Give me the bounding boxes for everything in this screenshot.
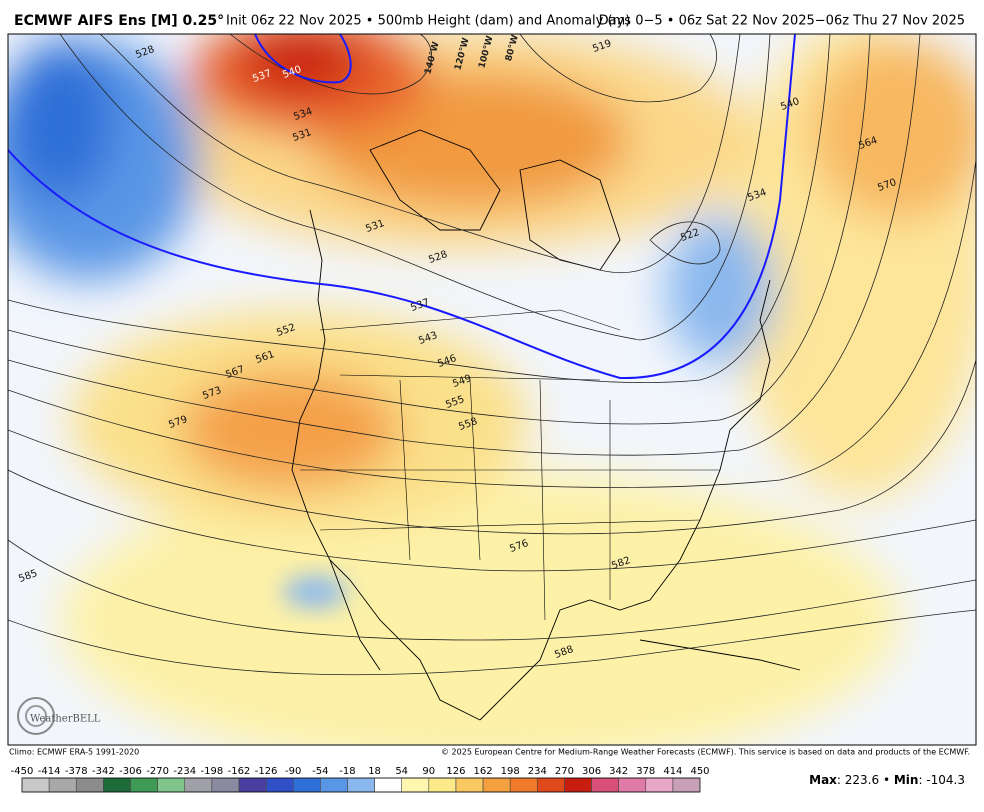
colorbar-segment [211, 777, 240, 793]
colorbar: -450 -414 -378 -342 -306 -270 -234 -198 -162 -126… [11, 766, 710, 793]
colorbar-segment [645, 777, 674, 793]
coastlines [291, 129, 801, 721]
colorbar-tick-label: -450 [11, 766, 34, 777]
model-title: ECMWF AIFS Ens [M] 0.25° [14, 13, 224, 29]
colorbar-segment [509, 777, 538, 793]
colorbar-tick-label: -270 [146, 766, 169, 777]
colorbar-tick-label: -54 [312, 766, 328, 777]
colorbar-tick-label: -306 [119, 766, 142, 777]
contour-540-low [254, 34, 352, 84]
map-frame [7, 33, 977, 746]
climo-note: Climo: ECMWF ERA-5 1991-2020 [9, 748, 139, 757]
range-title: Days 0−5 • 06z Sat 22 Nov 2025−06z Thu 2… [599, 14, 965, 29]
stats: Max: 223.6 • Min: -104.3 [809, 773, 965, 787]
colorbar-tick-label: -378 [65, 766, 88, 777]
colorbar-segment [537, 777, 565, 793]
colorbar-tick-label: 414 [663, 766, 682, 777]
colorbar-segment [238, 777, 267, 793]
colorbar-segment [672, 777, 701, 793]
min-value: -104.3 [926, 773, 965, 787]
contour-540 [8, 34, 796, 380]
colorbar-segment [21, 777, 50, 793]
colorbar-segment [48, 777, 77, 793]
colorbar-tick-label: 378 [636, 766, 655, 777]
colorbar-segment [293, 777, 321, 793]
colorbar-segment [347, 777, 375, 793]
logo-text: WeatherBELL [30, 714, 101, 725]
sep: • [879, 773, 894, 787]
colorbar-tick-label: 306 [582, 766, 601, 777]
colorbar-tick-label: 90 [422, 766, 435, 777]
colorbar-tick-label: 234 [528, 766, 547, 777]
colorbar-tick-label: 126 [446, 766, 465, 777]
min-label: Min [894, 773, 919, 787]
colorbar-segment [374, 777, 402, 793]
sep: : [918, 773, 926, 787]
colorbar-segment [591, 777, 619, 793]
colorbar-tick-label: -126 [255, 766, 278, 777]
colorbar-segment [103, 777, 131, 793]
colorbar-tick-label: -162 [228, 766, 251, 777]
colorbar-tick-label: -342 [92, 766, 115, 777]
anomaly-shading [8, 34, 976, 745]
colorbar-segment [157, 777, 185, 793]
colorbar-tick-label: -234 [173, 766, 196, 777]
colorbar-tick-label: 270 [555, 766, 574, 777]
colorbar-tick-label: -18 [339, 766, 355, 777]
colorbar-tick-label: 198 [501, 766, 520, 777]
colorbar-segment [482, 777, 511, 793]
colorbar-tick-label: -90 [285, 766, 301, 777]
init-title: Init 06z 22 Nov 2025 • 500mb Height (dam… [226, 14, 630, 29]
colorbar-tick-label: 18 [368, 766, 381, 777]
colorbar-segment [184, 777, 213, 793]
colorbar-segment [130, 777, 158, 793]
colorbar-segment [564, 777, 592, 793]
colorbar-tick-label: -198 [200, 766, 223, 777]
colorbar-segment [428, 777, 457, 793]
copyright: © 2025 European Centre for Medium-Range … [441, 748, 970, 757]
colorbar-tick-label: 54 [395, 766, 408, 777]
colorbar-segment [455, 777, 484, 793]
sep: : [837, 773, 845, 787]
colorbar-segment [76, 777, 104, 793]
colorbar-tick-label: 342 [609, 766, 628, 777]
colorbar-tick-label: 162 [473, 766, 492, 777]
colorbar-tick-label: -414 [38, 766, 61, 777]
max-value: 223.6 [845, 773, 879, 787]
logo: WeatherBELL [17, 697, 101, 735]
colorbar-tick-label: 450 [690, 766, 709, 777]
contours [8, 34, 976, 676]
colorbar-segment [320, 777, 348, 793]
colorbar-segment [265, 777, 294, 793]
colorbar-segment [618, 777, 646, 793]
colorbar-segment [401, 777, 429, 793]
max-label: Max [809, 773, 837, 787]
